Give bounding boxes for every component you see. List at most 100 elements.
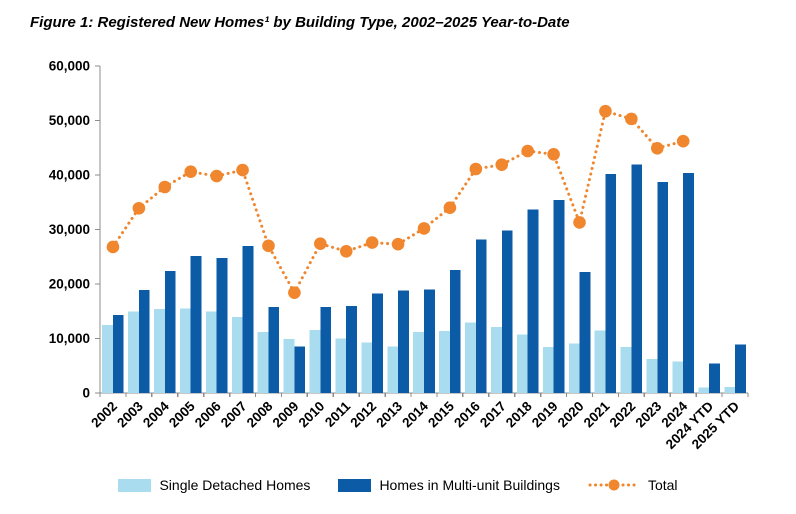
- x-axis-label: 2018: [503, 398, 535, 430]
- bar-multi-unit: [268, 306, 280, 393]
- total-marker: [417, 222, 431, 235]
- legend-item-total: Total: [588, 477, 678, 493]
- total-marker: [650, 141, 664, 155]
- bar-multi-unit: [631, 164, 643, 393]
- total-marker: [443, 201, 457, 214]
- y-axis-label: 20,000: [49, 277, 90, 292]
- bar-multi-unit: [683, 172, 694, 393]
- bar-multi-unit: [501, 230, 513, 393]
- bar-single-detached: [594, 330, 606, 393]
- bar-multi-unit: [735, 344, 746, 393]
- bar-single-detached: [698, 387, 710, 393]
- bar-multi-unit: [579, 272, 591, 393]
- bar-single-detached: [205, 311, 217, 393]
- bar-multi-unit: [190, 256, 202, 393]
- x-axis-label: 2014: [399, 398, 431, 430]
- bar-multi-unit: [216, 257, 228, 393]
- bar-multi-unit: [424, 289, 435, 393]
- y-axis-label: 40,000: [49, 168, 90, 183]
- total-marker: [676, 134, 690, 148]
- x-axis-label: 2023: [633, 398, 665, 430]
- x-axis-label: 2012: [347, 399, 379, 431]
- y-axis-label: 10,000: [49, 331, 90, 346]
- legend-label-total: Total: [647, 477, 678, 493]
- bar-multi-unit: [372, 293, 383, 393]
- bar-multi-unit: [449, 269, 461, 393]
- total-marker: [469, 162, 483, 176]
- y-axis-label: 30,000: [49, 222, 90, 237]
- total-marker: [106, 240, 120, 254]
- x-axis-label: 2006: [192, 398, 224, 430]
- total-marker: [132, 201, 146, 215]
- x-axis-label: 2005: [166, 398, 198, 430]
- bar-single-detached: [646, 359, 658, 393]
- total-marker: [599, 104, 612, 118]
- x-axis-label: 2011: [322, 398, 354, 430]
- bar-single-detached: [179, 308, 191, 393]
- total-marker: [210, 169, 223, 183]
- x-axis-label: 2007: [218, 399, 250, 431]
- x-axis-label: 2003: [114, 398, 146, 430]
- bar-multi-unit: [398, 290, 409, 393]
- x-axis-label: 2010: [296, 399, 328, 431]
- bar-single-detached: [516, 334, 528, 393]
- bar-single-detached: [672, 361, 684, 393]
- bar-single-detached: [542, 347, 554, 393]
- bar-multi-unit: [112, 315, 124, 393]
- bar-multi-unit: [605, 173, 617, 393]
- x-axis-label: 2022: [607, 399, 639, 431]
- bar-multi-unit: [709, 363, 720, 393]
- y-axis-label: 60,000: [49, 59, 90, 74]
- bar-multi-unit: [346, 305, 357, 393]
- legend-item-single-detached: Single Detached Homes: [118, 477, 310, 493]
- bar-single-detached: [283, 339, 295, 393]
- total-marker: [495, 158, 509, 171]
- bar-single-detached: [309, 329, 321, 393]
- multi-unit-swatch: [338, 478, 372, 492]
- single-detached-swatch: [118, 478, 152, 492]
- bar-single-detached: [491, 327, 502, 393]
- bar-multi-unit: [242, 245, 254, 393]
- x-axis-label: 2008: [244, 398, 276, 430]
- bar-single-detached: [231, 317, 243, 393]
- bar-multi-unit: [294, 346, 306, 393]
- bar-single-detached: [335, 338, 347, 393]
- bar-multi-unit: [320, 306, 332, 393]
- chart-title: Figure 1: Registered New Homes¹ by Build…: [30, 14, 570, 31]
- total-line-swatch: [588, 479, 640, 491]
- legend: Single Detached Homes Homes in Multi-uni…: [0, 477, 796, 493]
- bar-single-detached: [413, 331, 424, 393]
- total-marker: [625, 112, 638, 126]
- bar-single-detached: [154, 309, 165, 393]
- bar-single-detached: [620, 347, 632, 393]
- total-marker: [547, 147, 560, 161]
- bar-single-detached: [465, 322, 476, 393]
- total-marker: [365, 236, 379, 249]
- total-marker: [158, 180, 172, 194]
- total-marker: [521, 144, 534, 158]
- bar-single-detached: [724, 387, 736, 393]
- x-axis-label: 2017: [477, 399, 509, 431]
- total-marker: [391, 237, 405, 251]
- x-axis-label: 2009: [270, 399, 302, 431]
- y-axis-label: 50,000: [49, 113, 90, 128]
- legend-label-multi-unit: Homes in Multi-unit Buildings: [379, 477, 560, 493]
- total-marker: [573, 216, 586, 229]
- x-axis-label: 2021: [581, 398, 613, 430]
- legend-item-multi-unit: Homes in Multi-unit Buildings: [338, 477, 560, 493]
- x-axis-label: 2004: [140, 398, 172, 430]
- bar-single-detached: [439, 330, 450, 393]
- bar-multi-unit: [475, 239, 487, 393]
- total-marker: [262, 239, 275, 253]
- x-axis-label: 2019: [529, 399, 561, 431]
- bar-single-detached: [102, 324, 113, 393]
- total-marker: [184, 165, 198, 179]
- total-marker: [236, 163, 249, 177]
- bar-single-detached: [128, 311, 139, 393]
- x-axis-label: 2002: [88, 399, 120, 431]
- bar-single-detached: [568, 343, 580, 393]
- x-axis-label: 2015: [425, 398, 457, 430]
- x-axis-label: 2020: [555, 399, 587, 431]
